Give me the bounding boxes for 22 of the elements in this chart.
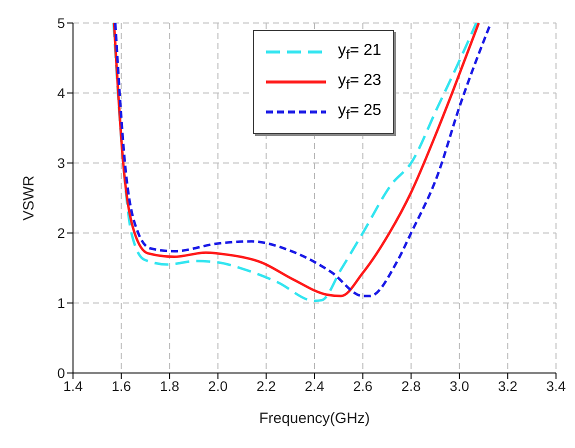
y-tick-label: 2 [57,224,66,241]
x-tick-label: 2.6 [353,378,373,394]
y-tick-label: 0 [57,364,66,381]
x-tick-label: 2.2 [256,378,276,394]
x-tick-label: 1.8 [160,378,180,394]
x-tick-label: 2.4 [304,378,324,394]
legend-label: y$_{f}$= 21 [338,42,382,62]
x-tick-label: 1.4 [63,378,83,394]
y-tick-label: 3 [57,154,66,171]
x-tick-label: 3.0 [450,378,470,394]
x-tick-label: 1.6 [112,378,132,394]
y-tick-label: 4 [57,84,66,101]
x-axis-title: Frequency(GHz) [259,410,370,427]
x-tick-label: 2.8 [401,378,422,394]
x-tick-label: 3.2 [498,378,518,394]
legend-label: y$_{f}$= 25 [338,102,382,122]
x-tick-label: 2.0 [208,378,228,394]
y-tick-label: 5 [57,14,66,31]
y-tick-label: 1 [57,294,66,311]
legend-label: y$_{f}$= 23 [338,72,382,92]
y-axis-title: VSWR [20,175,38,220]
x-tick-label: 3.4 [546,378,566,394]
